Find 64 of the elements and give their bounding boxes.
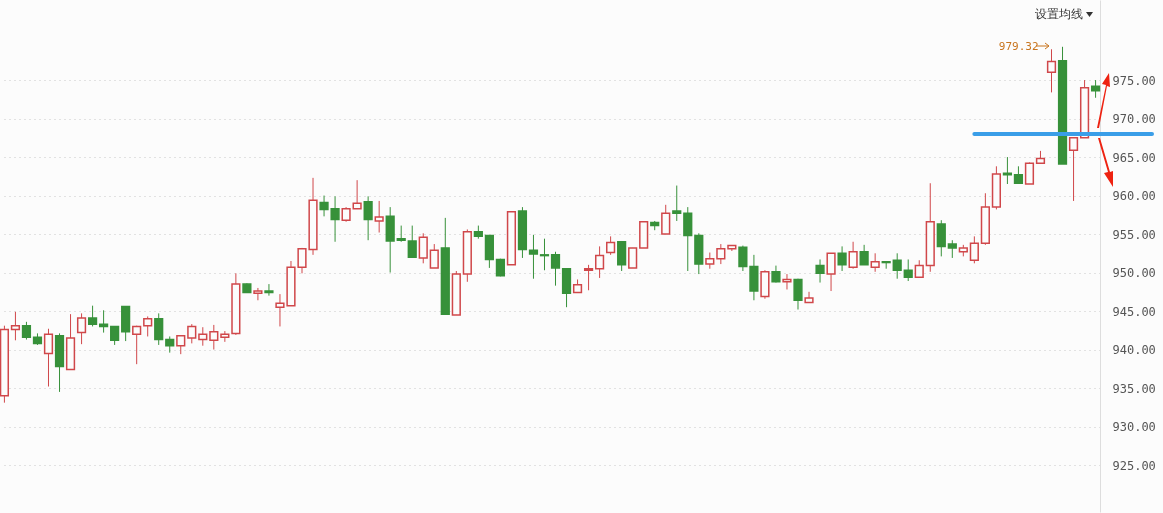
candlestick [1024,161,1035,185]
candlestick [43,328,54,387]
candlestick [672,185,682,222]
candlestick [528,234,539,280]
candlestick [550,251,561,287]
candlestick [76,312,87,345]
candlestick [782,273,792,290]
candlestick [264,283,274,297]
candlestick [738,245,748,272]
candlestick [617,240,627,272]
candlestick [826,252,836,292]
annotation: 设置均线 [1035,6,1083,23]
candlestick [804,291,814,304]
candlestick [110,325,120,346]
candlestick [661,204,671,235]
candlestick [429,243,439,269]
candlestick [132,325,142,365]
candlestick [198,326,208,347]
candlestick [892,252,902,280]
candlestick [628,247,638,269]
y-tick-label: 975.00 [1112,73,1156,88]
candlestick [99,309,109,334]
y-tick-label: 940.00 [1112,343,1156,358]
candlestick [418,232,428,264]
candlestick [848,241,858,270]
candlestick [87,305,98,327]
candlestick [253,287,263,301]
candlestick [10,311,21,341]
candlestick [683,206,693,272]
candlestick [936,219,946,257]
candlestick [606,235,616,256]
candlestick [903,258,913,282]
candlestick [870,252,880,273]
candlestick [363,195,373,241]
candlestick [143,315,153,337]
candlestick [1002,156,1013,185]
candlestick [1046,48,1057,93]
candlestick [837,245,847,272]
candlestick [583,264,594,291]
candlestick [793,278,803,311]
candlestick [859,244,869,266]
candlestick [374,200,384,234]
y-tick-label: 935.00 [1112,381,1156,396]
candlestick [594,245,605,279]
candlestick [539,238,550,271]
y-tick-label: 965.00 [1112,150,1156,165]
y-tick-label: 950.00 [1112,266,1156,281]
candlestick [716,243,726,265]
candlestick [154,312,164,346]
candlestick [407,225,417,258]
candlestick [969,235,979,264]
y-tick-label: 925.00 [1112,458,1156,473]
y-tick-label: 930.00 [1112,420,1156,435]
candlestick [484,234,494,269]
y-tick-label: 955.00 [1112,227,1156,242]
candlestick [1068,137,1079,202]
candlestick [176,334,186,355]
y-tick-label: 945.00 [1112,304,1156,319]
annotation: 979.32 [998,39,1039,53]
candlestick [815,258,825,284]
y-tick-label: 970.00 [1112,112,1156,127]
candlestick [187,323,197,344]
y-tick-label: 960.00 [1112,189,1156,204]
candlestick [209,324,219,351]
